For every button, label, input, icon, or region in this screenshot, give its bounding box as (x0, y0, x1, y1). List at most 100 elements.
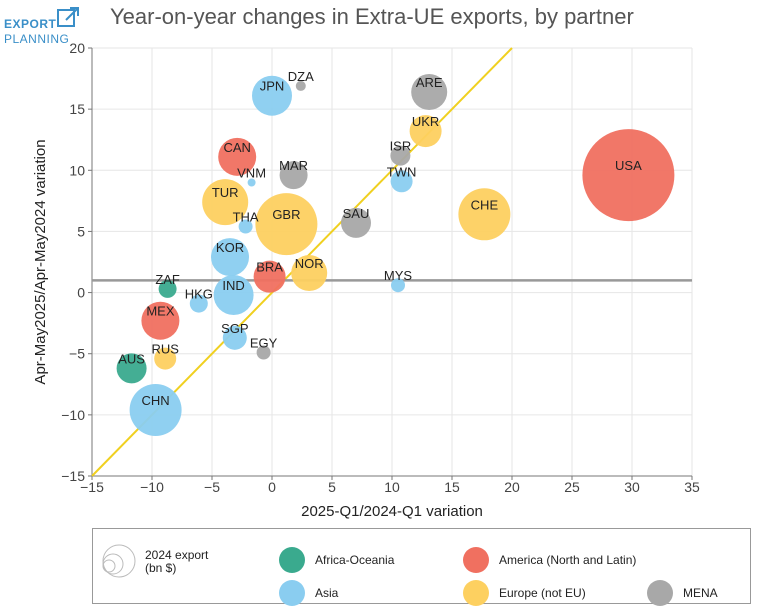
bubble-label-nor: NOR (295, 256, 324, 271)
bubbles (116, 74, 675, 436)
x-tick-label: 0 (268, 479, 276, 495)
y-tick-label: 20 (69, 40, 85, 56)
bubble-tha (238, 219, 253, 234)
y-tick-label: −10 (61, 407, 85, 423)
bubble-label-ukr: UKR (412, 114, 439, 129)
bubble-mex (141, 301, 180, 340)
bubble-label-ind: IND (222, 278, 244, 293)
legend-swatch (279, 547, 305, 573)
bubble-nor (291, 255, 328, 292)
legend-label: MENA (683, 586, 718, 600)
bubble-chn (129, 383, 182, 436)
bubble-jpn (252, 75, 292, 116)
x-axis-label: 2025-Q1/2024-Q1 variation (301, 503, 483, 520)
legend-swatch (463, 580, 489, 606)
bubble-sau (341, 207, 371, 238)
bubble-label-are: ARE (416, 75, 443, 90)
bubble-label-dza: DZA (288, 69, 314, 84)
bubble-twn (390, 170, 413, 193)
logo-arrow-icon (57, 7, 79, 27)
legend-item-asia: Asia (279, 580, 338, 606)
legend-item-europe: Europe (not EU) (463, 580, 586, 606)
legend-label: Africa-Oceania (315, 553, 395, 567)
chart-title: Year-on-year changes in Extra-UE exports… (110, 4, 634, 29)
bubble-sgp (222, 325, 247, 350)
x-tick-label: 5 (328, 479, 336, 495)
bubble-are (411, 74, 448, 111)
y-tick-label: 10 (69, 162, 85, 178)
bubble-label-sau: SAU (343, 206, 370, 221)
bubble-label-mys: MYS (384, 268, 413, 283)
bubble-label-sgp: SGP (221, 321, 248, 336)
y-tick-label: 0 (77, 285, 85, 301)
x-axis-ticks: −15 −10 −5 0 5 10 15 20 25 30 35 (80, 476, 700, 495)
bubble-hkg (189, 294, 208, 313)
bubble-label-bra: BRA (256, 260, 283, 275)
bubble-label-chn: CHN (142, 393, 170, 408)
legend-item-africa-oceania: Africa-Oceania (279, 547, 394, 573)
bubble-label-mex: MEX (146, 304, 175, 319)
bubble-label-gbr: GBR (272, 207, 300, 222)
x-tick-label: 25 (564, 479, 580, 495)
bubble-can (218, 137, 257, 176)
y-axis-label: Apr-May2025/Apr-May2024 variation (32, 139, 49, 384)
x-tick-label: −5 (204, 479, 220, 495)
bubble-label-tur: TUR (212, 185, 239, 200)
bubble-label-vnm: VNM (237, 166, 266, 181)
bubble-ukr (409, 115, 442, 148)
bubble-kor (211, 238, 249, 277)
size-legend-line1: 2024 export (145, 548, 209, 562)
bubble-label-rus: RUS (151, 342, 179, 357)
logo-line2: PLANNING (4, 32, 70, 46)
y-tick-label: 15 (69, 101, 85, 117)
bubble-bra (253, 260, 286, 293)
bubble-label-mar: MAR (279, 158, 308, 173)
bubble-label-hkg: HKG (185, 287, 213, 302)
legend-item-mena: MENA (647, 580, 718, 606)
bubble-egy (256, 345, 271, 360)
bubble-label-kor: KOR (216, 240, 244, 255)
bubble-isr (390, 145, 411, 166)
legend-item-america: America (North and Latin) (463, 547, 636, 573)
legend-label: Asia (315, 586, 339, 600)
y-tick-label: 5 (77, 223, 85, 239)
x-tick-label: 20 (504, 479, 520, 495)
bubble-mys (391, 278, 405, 293)
bubble-ind (213, 275, 254, 316)
bubble-chart: USA GBR CHN CHE TUR JPN IND KOR CAN MEX NOR ARE BRA U… (32, 40, 700, 520)
bubble-label-tha: THA (233, 210, 259, 225)
bubble-label-zaf: ZAF (155, 272, 180, 287)
bubble-dza (295, 80, 306, 91)
logo-line1: EXPORT (4, 17, 57, 31)
legend-swatch (279, 580, 305, 606)
bubble-zaf (158, 279, 177, 298)
x-tick-label: −10 (140, 479, 164, 495)
bubble-labels: USA GBR CHN CHE TUR JPN IND KOR CAN MEX NOR ARE BRA U… (118, 69, 642, 408)
y-tick-label: −15 (61, 468, 85, 484)
bubble-rus (154, 347, 177, 370)
bubble-label-che: CHE (471, 197, 499, 212)
legend-swatch (647, 580, 673, 606)
bubble-label-isr: ISR (390, 139, 412, 154)
legend-label: America (North and Latin) (499, 553, 637, 567)
y-tick-label: −5 (69, 346, 85, 362)
bubble-label-jpn: JPN (260, 79, 285, 94)
bubble-vnm (247, 178, 256, 187)
y-axis-ticks: −15 −10 −5 0 5 10 15 20 (61, 40, 92, 484)
size-legend-icon (102, 544, 136, 578)
x-tick-label: 35 (684, 479, 700, 495)
export-planning-logo: EXPORT PLANNING (4, 6, 82, 46)
bubble-label-twn: TWN (387, 164, 417, 179)
x-tick-label: 15 (444, 479, 460, 495)
x-tick-label: 10 (384, 479, 400, 495)
size-legend-label: 2024 export (bn $) (145, 549, 208, 575)
bubble-label-can: CAN (223, 140, 250, 155)
x-tick-label: −15 (80, 479, 104, 495)
grid (91, 47, 693, 477)
legend-label: Europe (not EU) (499, 586, 586, 600)
bubble-tur (202, 179, 249, 226)
x-tick-label: 30 (624, 479, 640, 495)
bubble-che (458, 188, 511, 241)
bubble-label-egy: EGY (250, 335, 278, 350)
bubble-label-usa: USA (615, 158, 642, 173)
